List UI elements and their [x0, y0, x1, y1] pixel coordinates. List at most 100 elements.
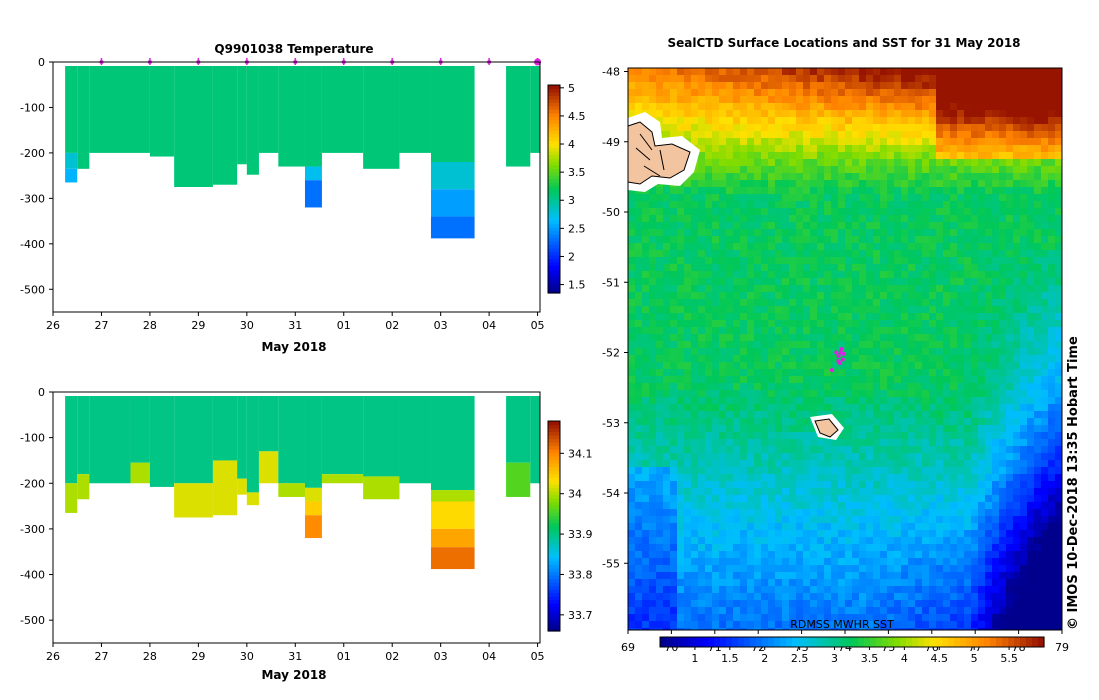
sst-cell [663, 355, 670, 362]
sst-cell [817, 446, 824, 453]
sst-cell [929, 110, 936, 117]
sst-cell [747, 208, 754, 215]
sst-cell [950, 446, 957, 453]
sst-cell [978, 145, 985, 152]
sst-cell [1034, 257, 1041, 264]
sst-cell [740, 467, 747, 474]
sst-cell [824, 348, 831, 355]
sst-cell [957, 194, 964, 201]
sst-cell [817, 530, 824, 537]
sst-cell [691, 383, 698, 390]
sst-cell [817, 390, 824, 397]
sst-cell [761, 201, 768, 208]
sst-cell [873, 474, 880, 481]
sst-cell [656, 110, 663, 117]
sst-cell [887, 215, 894, 222]
sst-cell [796, 544, 803, 551]
sst-cell [761, 103, 768, 110]
colorbar-tick-label: 5 [568, 82, 575, 95]
sst-cell [726, 432, 733, 439]
sst-cell [726, 243, 733, 250]
sst-cell [866, 586, 873, 593]
sst-cell [754, 369, 761, 376]
sst-cell [894, 516, 901, 523]
sst-cell [698, 257, 705, 264]
sst-cell [985, 383, 992, 390]
sst-cell [887, 110, 894, 117]
sst-cell [950, 425, 957, 432]
profile-segment [174, 483, 213, 518]
sst-cell [929, 481, 936, 488]
sst-cell [873, 355, 880, 362]
sst-cell [1041, 481, 1048, 488]
sst-cell [817, 474, 824, 481]
sst-cell [901, 75, 908, 82]
sst-cell [866, 75, 873, 82]
sst-cell [1055, 159, 1062, 166]
sst-cell [915, 208, 922, 215]
sst-cell [950, 544, 957, 551]
sst-cell [761, 439, 768, 446]
sst-cell [950, 390, 957, 397]
sst-cell [754, 334, 761, 341]
sst-cell [740, 537, 747, 544]
sst-cell [866, 334, 873, 341]
sst-cell [978, 180, 985, 187]
sst-cell [866, 516, 873, 523]
sst-cell [684, 572, 691, 579]
sst-cell [628, 229, 635, 236]
colorbar-cell [548, 275, 560, 280]
sst-cell [719, 474, 726, 481]
sst-cell [775, 523, 782, 530]
sst-cell [1013, 467, 1020, 474]
sst-cell [677, 502, 684, 509]
sst-cell [719, 299, 726, 306]
sst-cell [838, 369, 845, 376]
sst-cell [901, 222, 908, 229]
sst-cell [803, 159, 810, 166]
sst-cell [936, 89, 943, 96]
sst-cell [810, 257, 817, 264]
x-tick-label: 04 [482, 319, 496, 332]
sst-cell [992, 488, 999, 495]
sst-cell [880, 229, 887, 236]
sst-cell [719, 369, 726, 376]
sst-cell [922, 187, 929, 194]
sst-cell [1020, 124, 1027, 131]
sst-cell [908, 390, 915, 397]
sst-cell [642, 201, 649, 208]
sst-cell [747, 292, 754, 299]
sst-cell [733, 292, 740, 299]
sst-cell [1020, 131, 1027, 138]
sst-cell [929, 411, 936, 418]
sst-cell [985, 229, 992, 236]
sst-cell [999, 271, 1006, 278]
sst-cell [1034, 180, 1041, 187]
sst-cell [810, 180, 817, 187]
sst-cell [719, 502, 726, 509]
sst-cell [880, 481, 887, 488]
sst-cell [712, 271, 719, 278]
sst-cell [999, 544, 1006, 551]
sst-cell [957, 201, 964, 208]
sst-cell [1055, 299, 1062, 306]
sst-cell [656, 278, 663, 285]
colorbar-cell [548, 178, 560, 183]
sst-cell [775, 425, 782, 432]
sst-cell [978, 502, 985, 509]
sst-cell [817, 327, 824, 334]
sst-cell [1013, 355, 1020, 362]
sst-cell [831, 236, 838, 243]
sst-cell [635, 558, 642, 565]
sst-cell [908, 215, 915, 222]
sst-cell [950, 418, 957, 425]
sst-cell [698, 334, 705, 341]
sst-cell [726, 537, 733, 544]
sst-cell [754, 117, 761, 124]
sst-cell [887, 530, 894, 537]
sst-cell [656, 362, 663, 369]
sst-cell [824, 355, 831, 362]
sst-cell [950, 579, 957, 586]
sst-cell [852, 502, 859, 509]
sst-cell [677, 320, 684, 327]
